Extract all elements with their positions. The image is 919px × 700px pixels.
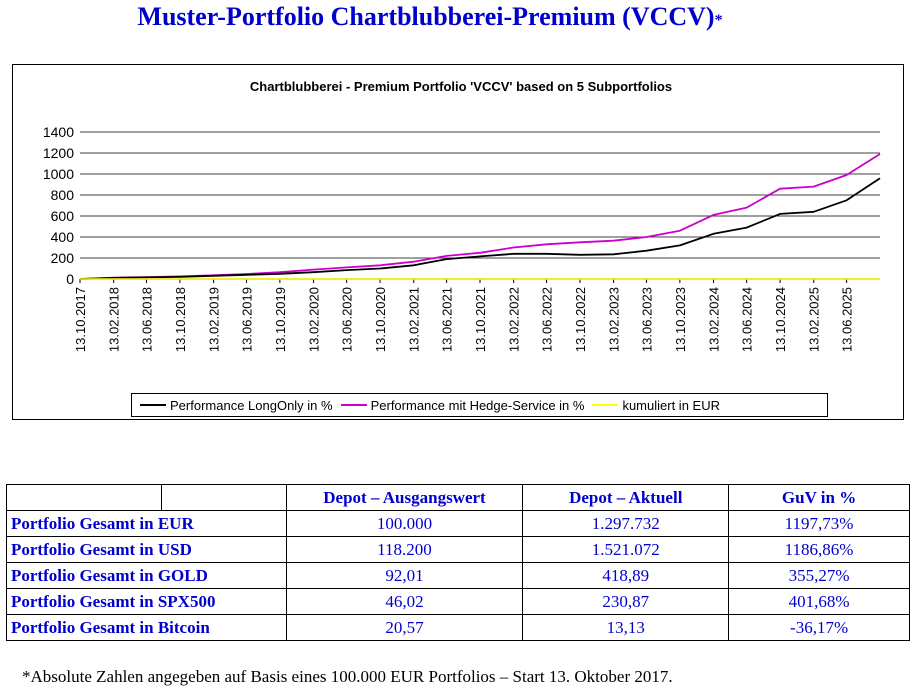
table-row: Portfolio Gesamt in SPX500 46,02 230,87 … [6,588,910,615]
row-pnl-value: 401,68% [728,588,910,615]
x-tick-label: 13.10.2019 [273,287,288,352]
table-row: Portfolio Gesamt in Bitcoin 20,57 13,13 … [6,614,910,641]
y-tick-label: 1200 [43,145,74,161]
legend-item-eur: kumuliert in EUR [592,398,720,413]
y-axis-ticks: 0 200 400 600 800 1000 1200 1400 [43,124,74,287]
table-header-label-b [160,484,287,511]
y-tick-label: 200 [51,250,75,266]
x-tick-label: 13.10.2024 [773,287,788,352]
row-current-value: 230,87 [522,588,730,615]
row-label: Portfolio Gesamt in Bitcoin [6,614,287,641]
x-tick-label: 13.10.2018 [173,287,188,352]
table-row: Portfolio Gesamt in GOLD 92,01 418,89 35… [6,562,910,589]
row-current-value: 1.297.732 [522,510,730,537]
x-tick-label: 13.02.2019 [207,287,222,352]
x-tick-label: 13.02.2025 [807,287,822,352]
series-line-longonly [79,177,881,280]
table-header-label-a [6,484,162,511]
legend-label-eur: kumuliert in EUR [622,397,720,413]
x-tick-label: 13.02.2024 [707,287,722,352]
page-title: Muster-Portfolio Chartblubberei-Premium … [0,2,860,32]
legend-label-longonly: Performance LongOnly in % [170,397,333,413]
legend-swatch-eur [592,404,619,406]
x-tick-label: 13.06.2022 [540,287,555,352]
y-tick-label: 600 [51,208,75,224]
row-label: Portfolio Gesamt in GOLD [6,562,287,589]
table-header-row: Depot – Ausgangswert Depot – Aktuell GuV… [6,484,910,511]
row-start-value: 100.000 [285,510,524,537]
x-tick-label: 13.06.2018 [140,287,155,352]
row-pnl-value: 1197,73% [728,510,910,537]
row-label: Portfolio Gesamt in SPX500 [6,588,287,615]
table-row: Portfolio Gesamt in USD 118.200 1.521.07… [6,536,910,563]
footnote: *Absolute Zahlen angegeben auf Basis ein… [22,667,673,686]
chart-title: Chartblubberei - Premium Portfolio 'VCCV… [250,79,672,94]
chart-frame [12,64,904,420]
legend-item-hedge: Performance mit Hedge-Service in % [340,397,585,413]
y-tick-label: 800 [51,187,75,203]
y-tick-label: 1400 [43,124,74,140]
row-label: Portfolio Gesamt in EUR [6,510,287,537]
x-tick-label: 13.02.2023 [607,287,622,352]
table-row: Portfolio Gesamt in EUR 100.000 1.297.73… [6,510,910,537]
x-tick-label: 13.10.2017 [73,287,88,352]
x-tick-label: 13.06.2023 [639,287,654,352]
x-tick-label: 13.02.2021 [407,287,422,352]
legend-swatch-hedge [340,404,367,406]
legend-label-hedge: Performance mit Hedge-Service in % [370,397,585,413]
x-tick-label: 13.10.2020 [373,287,388,352]
legend-item-longonly: Performance LongOnly in % [140,398,333,413]
row-start-value: 92,01 [285,562,524,589]
page-title-star: * [714,12,723,29]
x-tick-label: 13.10.2023 [673,287,688,352]
legend-swatch-longonly [140,404,166,406]
row-pnl-value: 1186,86% [728,536,910,563]
row-start-value: 46,02 [285,588,524,615]
table-header-current: Depot – Aktuell [522,484,730,511]
x-tick-label: 13.10.2021 [473,287,488,352]
y-tick-label: 0 [66,271,74,287]
x-tick-label: 13.02.2020 [307,287,322,352]
table-header-start: Depot – Ausgangswert [285,484,524,511]
x-tick-label: 13.06.2025 [840,287,855,352]
series-lines [79,153,881,280]
y-tick-label: 400 [51,229,75,245]
x-tick-label: 13.06.2021 [440,287,455,352]
series-line-hedge [79,153,881,280]
x-axis-ticks: 13.10.2017 13.02.2018 13.06.2018 13.10.2018… [73,279,855,352]
row-pnl-value: -36,17% [728,614,910,641]
row-label: Portfolio Gesamt in USD [6,536,287,563]
row-current-value: 1.521.072 [522,536,730,563]
x-tick-label: 13.06.2019 [239,287,254,352]
x-tick-label: 13.02.2018 [107,287,122,352]
chart-legend: Performance LongOnly in % Performance mi… [131,393,828,417]
row-start-value: 20,57 [285,614,524,641]
page-title-text: Muster-Portfolio Chartblubberei-Premium … [137,2,715,31]
row-current-value: 418,89 [522,562,730,589]
row-start-value: 118.200 [285,536,524,563]
x-tick-label: 13.06.2024 [740,287,755,352]
x-tick-label: 13.02.2022 [507,287,522,352]
table-header-pnl: GuV in % [728,484,910,511]
x-tick-label: 13.10.2022 [573,287,588,352]
x-tick-label: 13.06.2020 [340,287,355,352]
portfolio-summary-table: Depot – Ausgangswert Depot – Aktuell GuV… [6,484,910,641]
y-tick-label: 1000 [43,166,74,182]
performance-chart: Chartblubberei - Premium Portfolio 'VCCV… [43,79,881,352]
row-pnl-value: 355,27% [728,562,910,589]
row-current-value: 13,13 [522,614,730,641]
